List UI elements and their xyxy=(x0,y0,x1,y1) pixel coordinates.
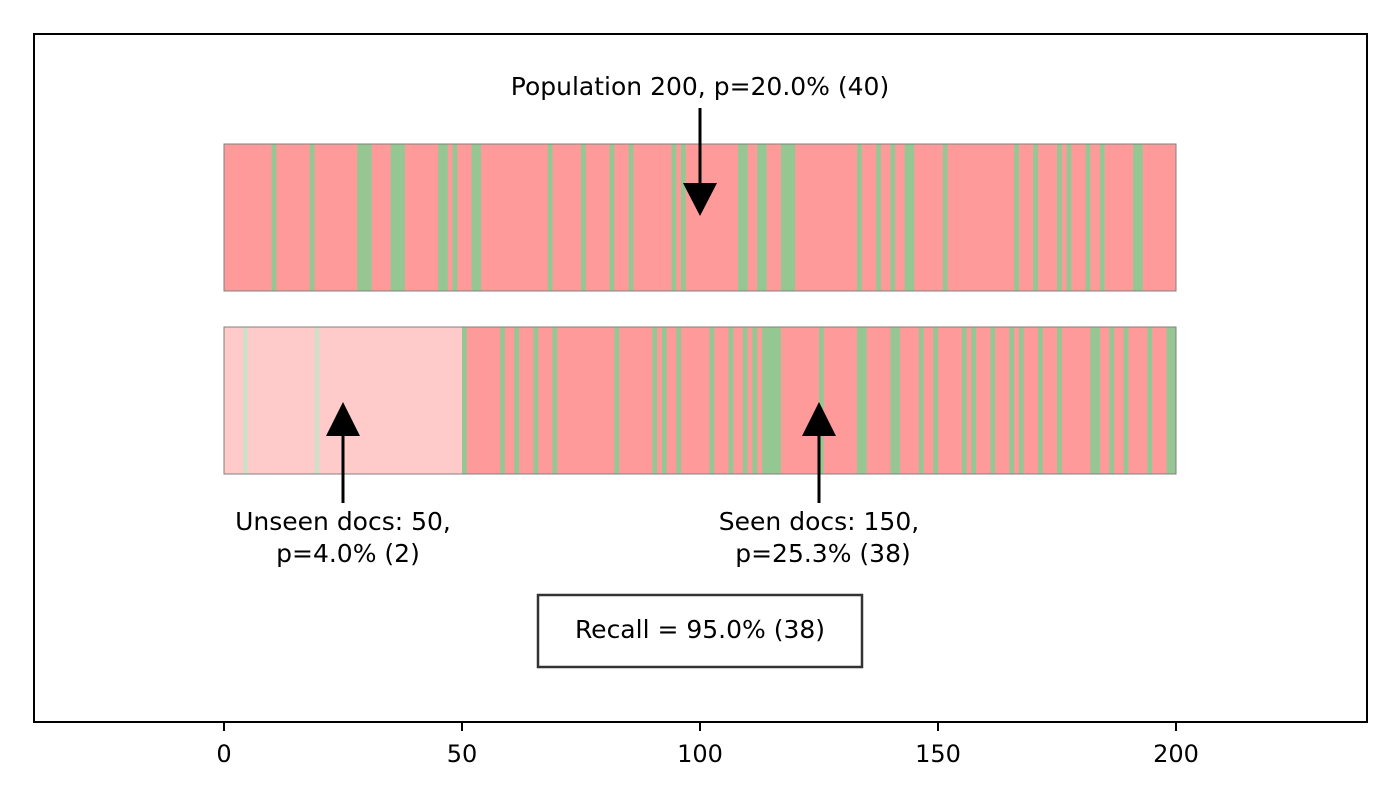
population-positive-doc xyxy=(1085,144,1091,291)
seen-positive-doc xyxy=(1166,327,1172,474)
population-positive-doc xyxy=(452,144,458,291)
population-positive-doc xyxy=(857,144,862,291)
x-tick-label: 200 xyxy=(1153,740,1199,768)
seen-positive-doc xyxy=(533,327,539,474)
seen-positive-doc xyxy=(1018,327,1024,474)
population-annotation: Population 200, p=20.0% (40) xyxy=(511,72,889,101)
population-positive-doc xyxy=(395,144,401,291)
population-positive-doc xyxy=(780,144,786,291)
population-positive-doc xyxy=(680,144,686,291)
seen-positive-doc xyxy=(771,327,777,474)
population-positive-doc xyxy=(442,144,448,291)
population-positive-doc xyxy=(1137,144,1143,291)
recall-annotation: Recall = 95.0% (38) xyxy=(575,615,825,644)
population-positive-doc xyxy=(1099,144,1105,291)
seen-positive-doc xyxy=(500,327,505,474)
population-positive-doc xyxy=(400,144,405,291)
population-positive-doc xyxy=(742,144,748,291)
seen-positive-doc xyxy=(1095,327,1100,474)
population-arrow-head xyxy=(683,183,717,216)
x-tick-label: 150 xyxy=(915,740,961,768)
population-positive-doc xyxy=(581,144,586,291)
population-positive-doc xyxy=(1057,144,1062,291)
population-positive-doc xyxy=(942,144,948,291)
seen-positive-doc xyxy=(742,327,748,474)
population-positive-doc xyxy=(876,144,881,291)
seen-positive-doc xyxy=(861,327,867,474)
population-positive-doc xyxy=(1014,144,1019,291)
population-positive-doc xyxy=(309,144,315,291)
seen-positive-doc xyxy=(819,327,824,474)
population-positive-doc xyxy=(476,144,482,291)
split-bar xyxy=(223,326,1177,475)
seen-positive-doc xyxy=(1109,327,1115,474)
population-positive-doc xyxy=(1066,144,1072,291)
seen-positive-doc xyxy=(776,327,781,474)
seen-positive-doc xyxy=(709,327,715,474)
population-positive-doc xyxy=(761,144,767,291)
seen-positive-doc xyxy=(614,327,620,474)
seen-positive-doc xyxy=(766,327,772,474)
population-positive-doc xyxy=(785,144,791,291)
population-positive-doc xyxy=(628,144,634,291)
population-positive-doc xyxy=(362,144,367,291)
seen-positive-doc xyxy=(728,327,734,474)
population-positive-doc xyxy=(909,144,915,291)
population-positive-doc xyxy=(1033,144,1038,291)
seen-positive-doc xyxy=(1171,327,1176,474)
seen-positive-doc xyxy=(890,327,896,474)
population-positive-doc xyxy=(790,144,796,291)
seen-positive-doc xyxy=(676,327,681,474)
seen-positive-doc xyxy=(961,327,967,474)
x-axis: 0 50 100 150 200 xyxy=(216,722,1199,768)
unseen-annotation-line-1: Unseen docs: 50, xyxy=(235,507,451,536)
seen-positive-doc xyxy=(661,327,667,474)
unseen-annotation-line-2: p=4.0% (2) xyxy=(276,539,420,568)
population-positive-doc xyxy=(366,144,372,291)
seen-positive-doc xyxy=(1037,327,1043,474)
x-tick-label: 0 xyxy=(216,740,231,768)
seen-arrow-head xyxy=(802,402,836,436)
seen-positive-doc xyxy=(895,327,900,474)
seen-positive-doc xyxy=(514,327,520,474)
population-positive-doc xyxy=(890,144,896,291)
seen-annotation-line-1: Seen docs: 150, xyxy=(719,507,919,536)
seen-positive-doc xyxy=(761,327,767,474)
population-positive-doc xyxy=(471,144,477,291)
unseen-positive-doc xyxy=(314,327,320,474)
seen-positive-doc xyxy=(1123,327,1129,474)
x-tick-label: 50 xyxy=(447,740,478,768)
population-positive-doc xyxy=(738,144,743,291)
population-positive-doc xyxy=(904,144,910,291)
seen-positive-doc xyxy=(971,327,977,474)
seen-positive-doc xyxy=(552,327,558,474)
seen-positive-doc xyxy=(462,327,467,474)
split-bar-outline xyxy=(223,326,1177,475)
unseen-arrow-head xyxy=(326,402,360,436)
recall-box xyxy=(536,593,864,669)
population-positive-doc xyxy=(671,144,677,291)
seen-positive-doc xyxy=(857,327,862,474)
seen-positive-doc xyxy=(752,327,758,474)
population-positive-doc xyxy=(271,144,277,291)
population-positive-doc xyxy=(547,144,553,291)
seen-positive-doc xyxy=(1090,327,1096,474)
population-positive-doc xyxy=(757,144,762,291)
seen-positive-doc xyxy=(1009,327,1015,474)
unseen-positive-doc xyxy=(243,327,248,474)
seen-annotation-line-2: p=25.3% (38) xyxy=(735,539,911,568)
seen-positive-doc xyxy=(918,327,924,474)
population-positive-doc xyxy=(609,144,615,291)
population-positive-doc xyxy=(390,144,396,291)
population-positive-doc xyxy=(438,144,443,291)
seen-positive-doc xyxy=(990,327,996,474)
x-tick-label: 100 xyxy=(677,740,723,768)
seen-positive-doc xyxy=(933,327,938,474)
population-positive-doc xyxy=(357,144,363,291)
seen-positive-doc xyxy=(1147,327,1153,474)
population-positive-doc xyxy=(1133,144,1138,291)
seen-positive-doc xyxy=(652,327,658,474)
seen-positive-doc xyxy=(1057,327,1062,474)
